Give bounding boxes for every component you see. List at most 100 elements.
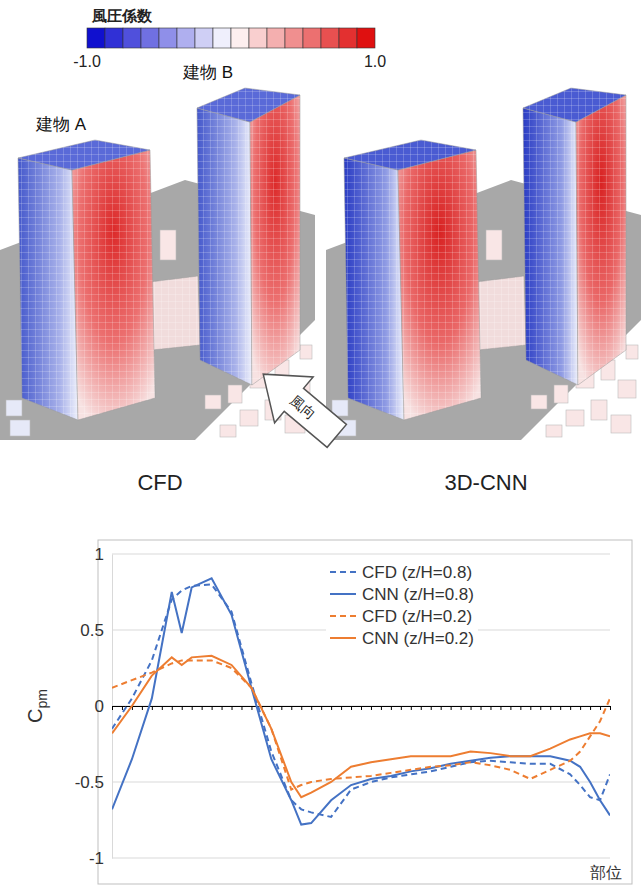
x-tick-mark	[490, 706, 491, 710]
y-tick-label: 0.5	[80, 621, 104, 640]
x-tick-mark	[590, 706, 591, 710]
x-tick-mark	[421, 706, 422, 710]
building-face	[18, 158, 78, 420]
colorbar: 風圧係数 -1.0 1.0	[73, 7, 386, 70]
legend-label: CNN (z/H=0.8)	[362, 585, 474, 604]
legend-label: CNN (z/H=0.2)	[362, 629, 474, 648]
building-face	[72, 150, 155, 420]
colorbar-tick-label: -1.0	[73, 53, 101, 70]
x-tick	[530, 706, 531, 710]
x-tick	[331, 706, 332, 710]
colorbar-title: 風圧係数	[91, 7, 153, 24]
x-tick	[182, 706, 183, 710]
x-tick	[291, 706, 292, 710]
x-tick-mark	[271, 706, 272, 710]
x-tick-mark	[411, 706, 412, 710]
x-tick	[461, 706, 462, 710]
building-mesh	[150, 276, 200, 350]
x-tick-mark	[202, 706, 203, 710]
building-face	[523, 108, 578, 385]
building-face	[197, 108, 252, 385]
x-tick-mark	[540, 706, 541, 710]
x-tick	[152, 706, 153, 710]
x-tick-mark	[391, 706, 392, 710]
colorbar-cell	[321, 28, 339, 48]
x-tick-mark	[510, 706, 511, 710]
y-axis: -1-0.500.51	[75, 545, 113, 868]
building-mesh	[344, 158, 404, 420]
colorbar-cell	[267, 28, 285, 48]
x-tick-mark	[222, 706, 223, 710]
x-tick	[192, 706, 193, 710]
x-tick-mark	[281, 706, 282, 710]
small-building	[531, 395, 547, 409]
legend-swatch	[330, 571, 356, 573]
line-chart: -1-0.500.51Cpm部位CFD (z/H=0.8)CNN (z/H=0.…	[24, 540, 632, 884]
x-tick-mark	[291, 706, 292, 710]
x-tick	[251, 706, 252, 710]
small-building	[546, 425, 562, 437]
x-tick	[490, 706, 491, 710]
x-tick-mark	[301, 706, 302, 710]
x-tick	[381, 706, 382, 710]
x-tick-mark	[172, 706, 173, 710]
grid-line	[112, 554, 610, 555]
building-mesh	[523, 108, 578, 385]
colorbar-cell	[195, 28, 213, 48]
legend-background	[326, 560, 478, 651]
building-face	[344, 158, 404, 420]
x-tick-mark	[431, 706, 432, 710]
colorbar-cell	[177, 28, 195, 48]
colorbar-cell	[303, 28, 321, 48]
x-tick	[142, 706, 143, 710]
x-tick-mark	[192, 706, 193, 710]
x-tick-mark	[401, 706, 402, 710]
x-tick-mark	[351, 706, 352, 710]
x-tick-mark	[182, 706, 183, 710]
x-tick	[500, 706, 501, 710]
x-tick	[411, 706, 412, 710]
x-tick	[162, 706, 163, 710]
x-tick-mark	[570, 706, 571, 710]
small-building	[626, 345, 638, 359]
colorbar-cell	[87, 28, 105, 48]
legend-swatch	[330, 615, 356, 617]
x-tick	[560, 706, 561, 710]
wind-arrow-shape	[244, 351, 356, 459]
x-tick-mark	[321, 706, 322, 710]
x-tick-mark	[212, 706, 213, 710]
building-face	[523, 88, 626, 122]
chart-frame	[98, 540, 632, 884]
series-line	[112, 656, 610, 797]
x-tick	[281, 706, 282, 710]
x-tick-mark	[122, 706, 123, 710]
x-tick	[122, 706, 123, 710]
x-tick-mark	[361, 706, 362, 710]
x-tick	[520, 706, 521, 710]
colorbar-tick-label: 1.0	[364, 53, 386, 70]
x-tick	[600, 706, 601, 710]
small-building	[160, 230, 176, 260]
building-face	[576, 95, 626, 385]
x-tick	[481, 706, 482, 710]
wind-arrow: 風向	[244, 351, 356, 459]
x-axis	[113, 706, 611, 710]
x-tick-mark	[152, 706, 153, 710]
building-mesh	[398, 150, 481, 420]
colorbar-cell	[105, 28, 123, 48]
building-mesh	[523, 88, 626, 122]
legend-swatch	[330, 593, 356, 595]
x-tick	[570, 706, 571, 710]
panel	[326, 88, 641, 440]
x-tick	[401, 706, 402, 710]
x-tick	[351, 706, 352, 710]
y-tick-label: 0	[95, 697, 104, 716]
small-building	[486, 230, 502, 260]
x-tick	[241, 706, 242, 710]
x-tick	[301, 706, 302, 710]
x-axis-title: 部位	[590, 864, 622, 881]
x-tick-mark	[610, 706, 611, 710]
building-face	[398, 150, 481, 420]
grid	[112, 554, 610, 858]
x-tick-mark	[331, 706, 332, 710]
